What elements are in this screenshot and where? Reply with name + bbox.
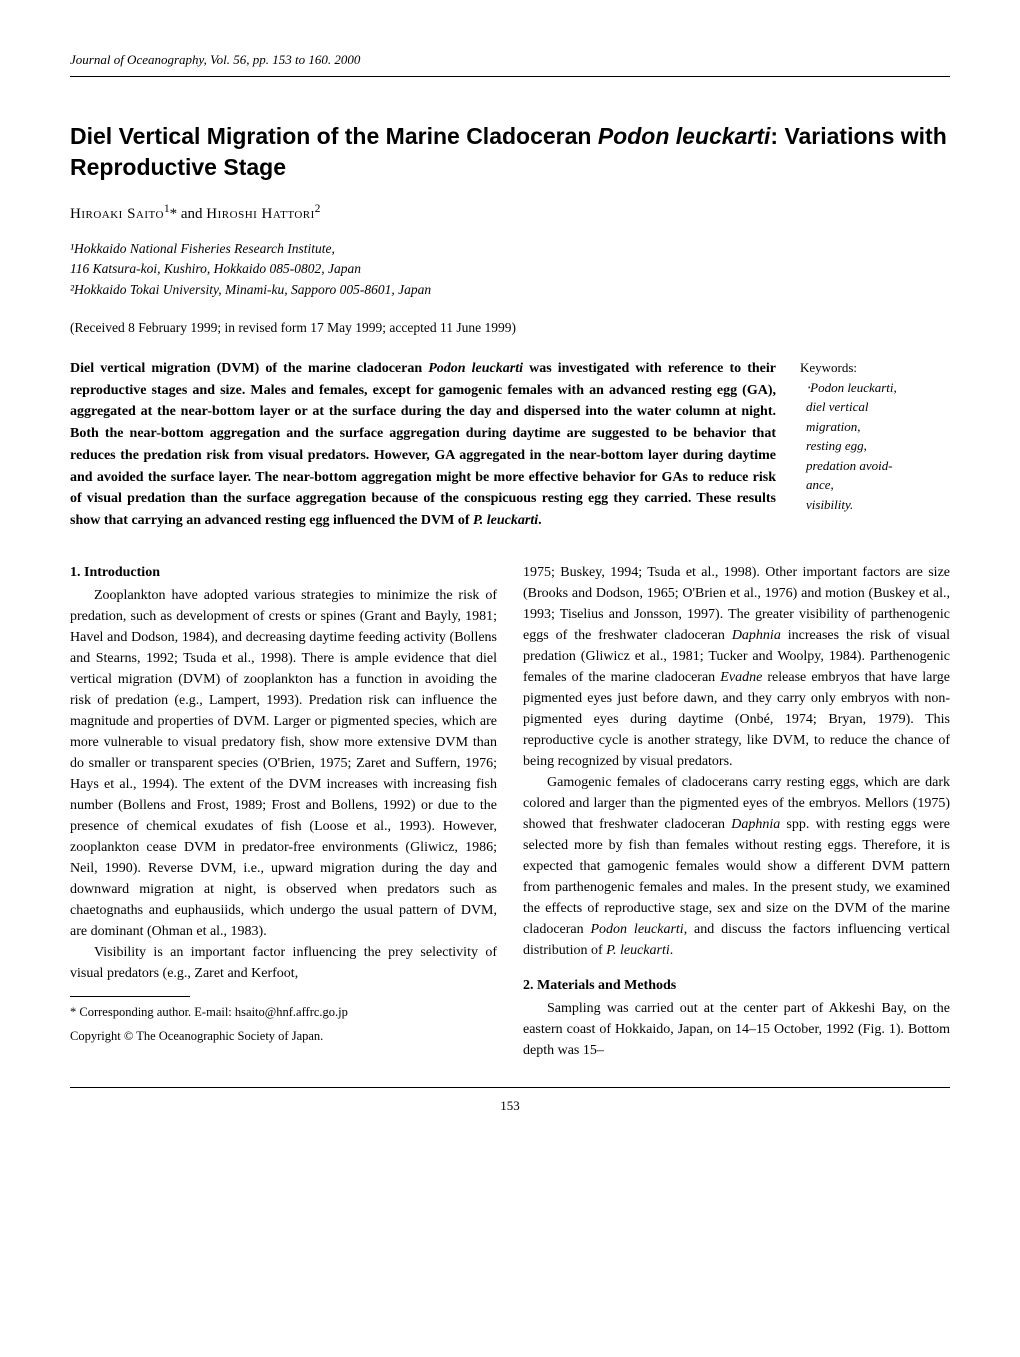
genus-evadne: Evadne: [720, 670, 762, 685]
abstract-text-1: Diel vertical migration (DVM) of the mar…: [70, 361, 428, 376]
author-1: Hiroaki Saito: [70, 206, 164, 222]
genus-daphnia: Daphnia: [731, 817, 780, 832]
genus-daphnia: Daphnia: [732, 628, 781, 643]
article-title: Diel Vertical Migration of the Marine Cl…: [70, 121, 950, 183]
intro-paragraph-2-cont: 1975; Buskey, 1994; Tsuda et al., 1998).…: [523, 562, 950, 772]
footnote-rule: [70, 996, 190, 997]
body-text: .: [670, 943, 674, 958]
intro-paragraph-3: Gamogenic females of cladocerans carry r…: [523, 772, 950, 961]
species-p-leuckarti: P. leuckarti: [606, 943, 670, 958]
authors-line: Hiroaki Saito1* and Hiroshi Hattori2: [70, 201, 950, 226]
abstract-text-2: was investigated with reference to their…: [70, 361, 776, 528]
keywords-list: ⋅Podon leuckarti, diel vertical migratio…: [800, 378, 950, 515]
page-footer: 153: [70, 1087, 950, 1116]
section-head-introduction: 1. Introduction: [70, 562, 497, 583]
keyword-item: diel vertical: [800, 397, 950, 417]
abstract-text-3: .: [538, 513, 542, 528]
corresponding-asterisk: *: [170, 206, 178, 222]
keyword-item: ance,: [800, 475, 950, 495]
body-text: spp. with resting eggs were selected mor…: [523, 817, 950, 937]
copyright-footnote: Copyright © The Oceanographic Society of…: [70, 1027, 497, 1046]
methods-paragraph-1: Sampling was carried out at the center p…: [523, 998, 950, 1061]
received-dates: (Received 8 February 1999; in revised fo…: [70, 318, 950, 338]
affiliation-2: ²Hokkaido Tokai University, Minami-ku, S…: [70, 280, 950, 300]
keyword-item: ⋅Podon leuckarti,: [800, 378, 950, 398]
authors-and: and: [177, 206, 206, 222]
affiliation-1-address: 116 Katsura-koi, Kushiro, Hokkaido 085-0…: [70, 259, 950, 279]
section-head-methods: 2. Materials and Methods: [523, 975, 950, 996]
keyword-item: visibility.: [800, 495, 950, 515]
corresponding-author-footnote: * Corresponding author. E-mail: hsaito@h…: [70, 1003, 497, 1022]
page-number: 153: [500, 1098, 520, 1113]
abstract: Diel vertical migration (DVM) of the mar…: [70, 358, 776, 532]
keyword-item: predation avoid-: [800, 456, 950, 476]
author-2: Hiroshi Hattori: [206, 206, 315, 222]
column-right: 1975; Buskey, 1994; Tsuda et al., 1998).…: [523, 562, 950, 1061]
affiliation-1: ¹Hokkaido National Fisheries Research In…: [70, 239, 950, 259]
body-columns: 1. Introduction Zooplankton have adopted…: [70, 562, 950, 1061]
column-left: 1. Introduction Zooplankton have adopted…: [70, 562, 497, 1061]
abstract-row: Diel vertical migration (DVM) of the mar…: [70, 358, 950, 532]
abstract-species-2: P. leuckarti: [473, 513, 538, 528]
intro-paragraph-2: Visibility is an important factor influe…: [70, 942, 497, 984]
title-species: Podon leuckarti: [598, 123, 771, 149]
species-podon: Podon leuckarti: [591, 922, 684, 937]
affiliations: ¹Hokkaido National Fisheries Research In…: [70, 239, 950, 300]
author-2-affil-sup: 2: [315, 203, 321, 215]
keyword-item: migration,: [800, 417, 950, 437]
running-head: Journal of Oceanography, Vol. 56, pp. 15…: [70, 50, 950, 77]
keywords-label: Keywords:: [800, 360, 857, 375]
keyword-item: resting egg,: [800, 436, 950, 456]
abstract-species-1: Podon leuckarti: [428, 361, 523, 376]
intro-paragraph-1: Zooplankton have adopted various strateg…: [70, 585, 497, 942]
keywords-box: Keywords: ⋅Podon leuckarti, diel vertica…: [800, 358, 950, 532]
